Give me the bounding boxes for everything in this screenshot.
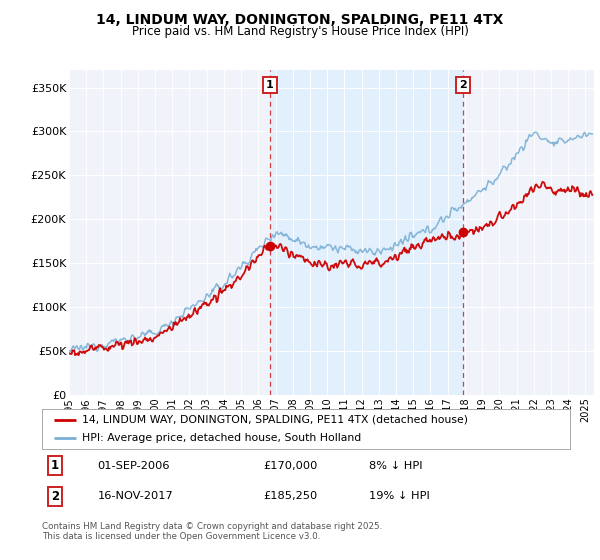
- Text: HPI: Average price, detached house, South Holland: HPI: Average price, detached house, Sout…: [82, 433, 361, 443]
- Text: Contains HM Land Registry data © Crown copyright and database right 2025.
This d: Contains HM Land Registry data © Crown c…: [42, 522, 382, 542]
- Text: 14, LINDUM WAY, DONINGTON, SPALDING, PE11 4TX: 14, LINDUM WAY, DONINGTON, SPALDING, PE1…: [97, 13, 503, 27]
- Text: 19% ↓ HPI: 19% ↓ HPI: [370, 491, 430, 501]
- Text: 8% ↓ HPI: 8% ↓ HPI: [370, 461, 423, 471]
- Text: Price paid vs. HM Land Registry's House Price Index (HPI): Price paid vs. HM Land Registry's House …: [131, 25, 469, 38]
- Text: 1: 1: [266, 80, 274, 90]
- Text: 14, LINDUM WAY, DONINGTON, SPALDING, PE11 4TX (detached house): 14, LINDUM WAY, DONINGTON, SPALDING, PE1…: [82, 415, 467, 424]
- Text: 2: 2: [459, 80, 467, 90]
- Text: £185,250: £185,250: [264, 491, 318, 501]
- Text: £170,000: £170,000: [264, 461, 318, 471]
- Text: 1: 1: [51, 459, 59, 472]
- Text: 16-NOV-2017: 16-NOV-2017: [97, 491, 173, 501]
- Text: 2: 2: [51, 489, 59, 502]
- Text: 01-SEP-2006: 01-SEP-2006: [97, 461, 170, 471]
- Bar: [270, 70, 463, 395]
